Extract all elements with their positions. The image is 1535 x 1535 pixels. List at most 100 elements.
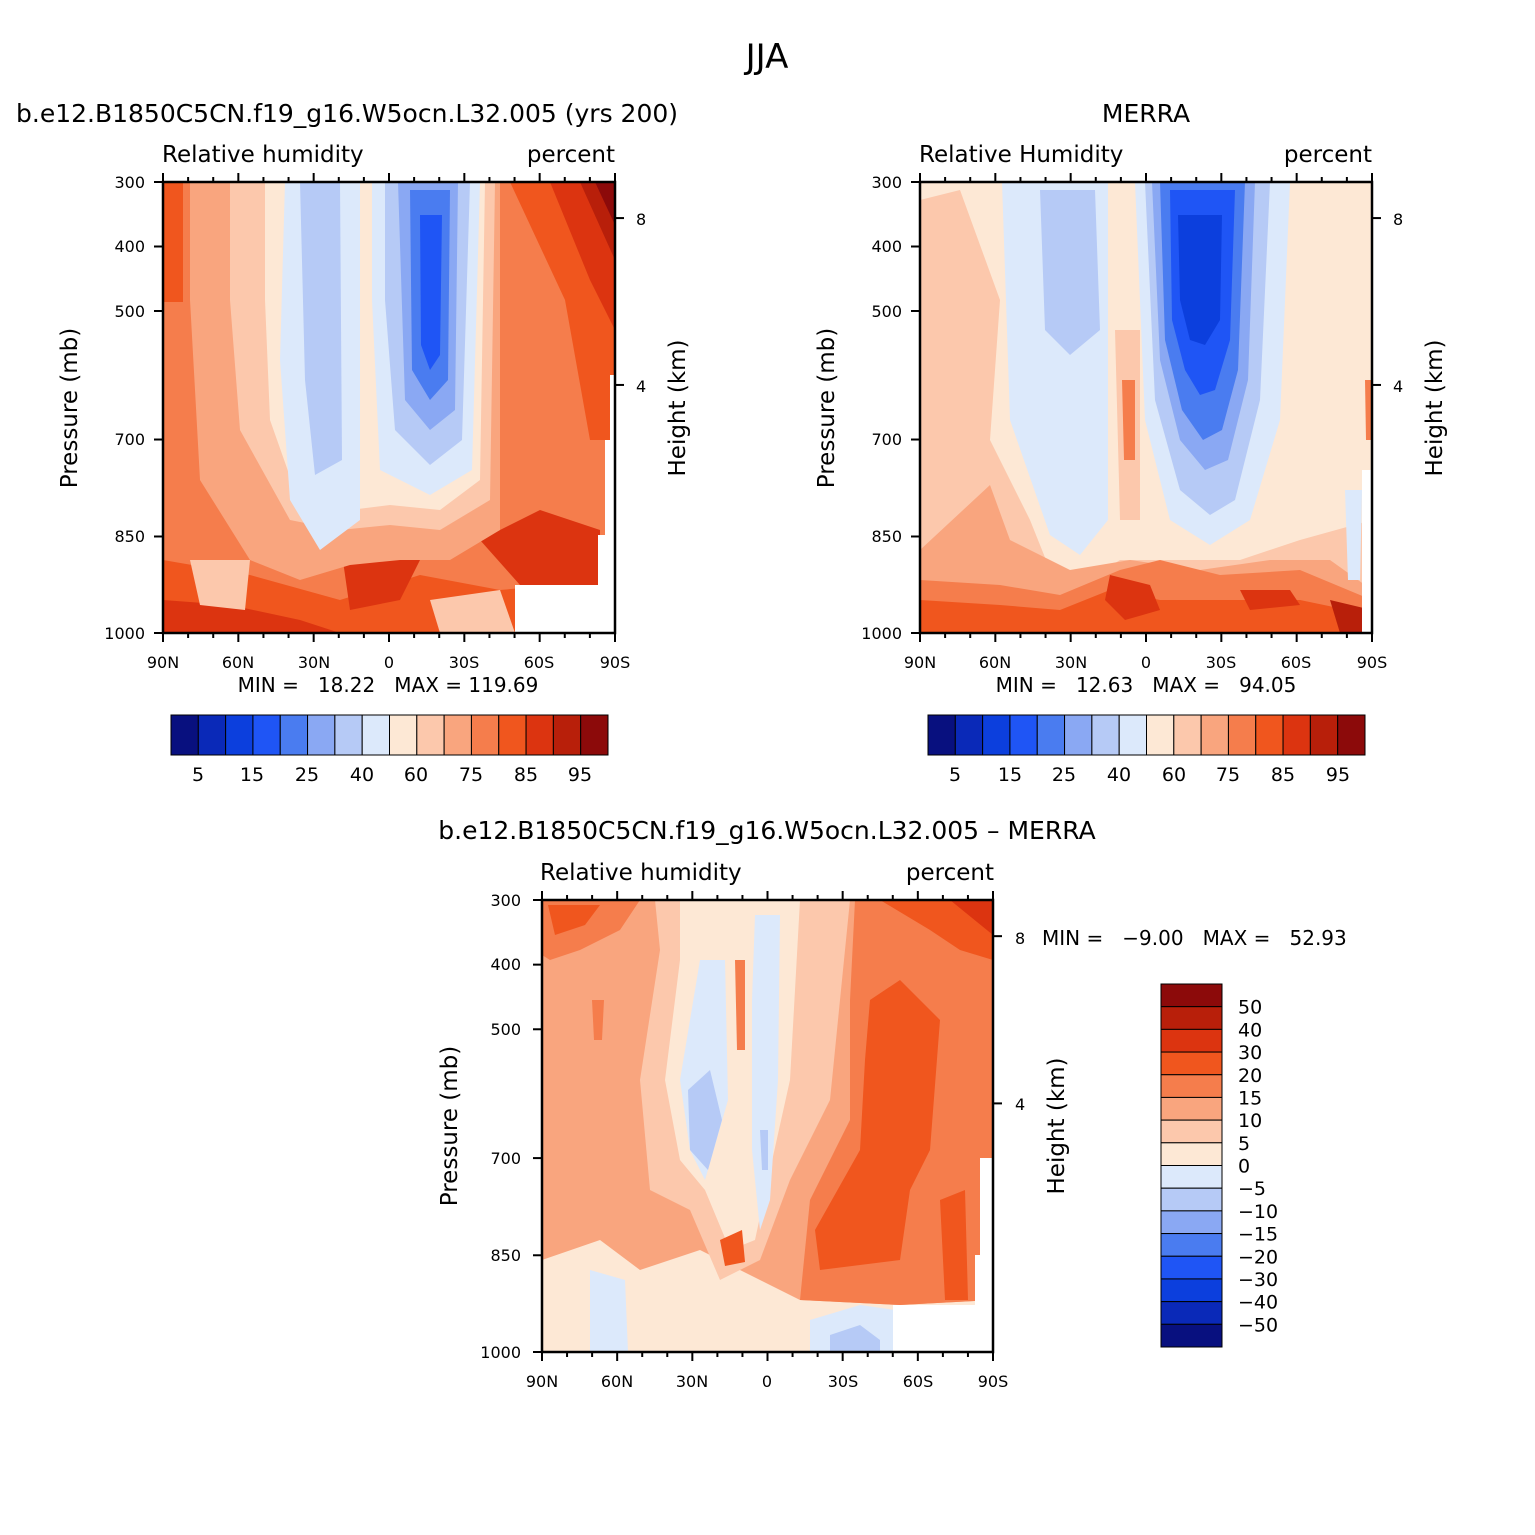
colorbar-swatch (525, 714, 554, 756)
colorbar-swatch (1160, 1051, 1223, 1076)
height-tick-label: 8 (1015, 929, 1025, 948)
colorbar-label: −5 (1238, 1178, 1266, 1200)
height-tick-label: 8 (1393, 210, 1403, 229)
colorbar-swatch (307, 714, 336, 756)
colorbar-swatch (279, 714, 309, 756)
colorbar-label: 95 (1326, 764, 1350, 786)
y-axis-label: Pressure (mb) (57, 328, 83, 488)
colorbar-label: 20 (1238, 1065, 1262, 1087)
colorbar-swatch (1160, 1255, 1223, 1280)
colorbar-swatch (1200, 714, 1229, 756)
colorbar-swatch (1160, 1323, 1223, 1348)
y-tick-label: 500 (114, 302, 145, 321)
y-tick-label: 850 (114, 527, 145, 546)
colorbar-swatch (1118, 714, 1147, 756)
x-tick-label: 90N (526, 1372, 558, 1391)
x-tick-label: 90S (600, 653, 631, 672)
variable-label: Relative Humidity (919, 142, 1123, 168)
colorbar-swatch (1146, 714, 1175, 756)
colorbar-swatch (1160, 1006, 1223, 1030)
colorbar-label: 40 (350, 764, 374, 786)
colorbar-swatch (361, 714, 390, 756)
colorbar-label: −30 (1238, 1269, 1278, 1291)
y-tick-label: 400 (490, 955, 521, 974)
colorbar-swatch (1160, 1165, 1223, 1189)
x-tick-label: 60S (903, 1372, 934, 1391)
panel-diff: b.e12.B1850C5CN.f19_g16.W5ocn.L32.005 – … (437, 816, 1347, 1391)
variable-label: Relative humidity (162, 142, 364, 168)
colorbar-swatch (498, 714, 527, 756)
colorbar-swatch (1227, 714, 1257, 756)
colorbar-swatch (252, 714, 281, 756)
colorbar (1160, 983, 1223, 1348)
colorbar-swatch (954, 714, 984, 756)
x-tick-label: 90S (1357, 653, 1388, 672)
x-tick-label: 30S (1206, 653, 1237, 672)
y-tick-label: 700 (871, 430, 902, 449)
x-tick-label: 30S (449, 653, 480, 672)
colorbar-swatch (927, 714, 956, 756)
colorbar-swatch (982, 714, 1011, 756)
contour-field (163, 182, 615, 633)
colorbar-swatch (1091, 714, 1120, 756)
colorbar-swatch (1160, 1278, 1223, 1303)
colorbar-swatch (1160, 1210, 1223, 1235)
colorbar-label: −40 (1238, 1292, 1278, 1314)
height-tick-label: 4 (636, 377, 646, 396)
y-tick-label: 400 (871, 237, 902, 256)
x-tick-label: 0 (762, 1372, 772, 1391)
y-tick-label: 500 (871, 302, 902, 321)
colorbar-swatch (1160, 1096, 1223, 1121)
min-max-stats: MIN = 18.22 MAX = 119.69 (238, 673, 539, 697)
min-max-stats: MIN = 12.63 MAX = 94.05 (996, 673, 1297, 697)
colorbar-swatch (170, 714, 199, 756)
y-tick-label: 1000 (480, 1343, 521, 1362)
y-axis-label: Pressure (mb) (814, 328, 840, 488)
x-tick-label: 30N (298, 653, 330, 672)
colorbar-label: 95 (568, 764, 592, 786)
colorbar-label: 30 (1238, 1042, 1262, 1064)
y-tick-label: 500 (490, 1020, 521, 1039)
colorbar-label: 25 (1052, 764, 1076, 786)
figure-title: JJA (744, 37, 789, 77)
colorbar-swatch (470, 714, 500, 756)
y-tick-label: 300 (490, 891, 521, 910)
height-tick-label: 4 (1015, 1095, 1025, 1114)
colorbar-label: 50 (1238, 997, 1262, 1019)
colorbar-swatch (416, 714, 445, 756)
colorbar-swatch (552, 714, 582, 756)
colorbar-label: 5 (1238, 1133, 1250, 1155)
height-tick-label: 8 (636, 210, 646, 229)
units-label: percent (906, 860, 994, 886)
colorbar-label: 40 (1107, 764, 1131, 786)
y-tick-label: 1000 (861, 624, 902, 643)
colorbar-swatch (334, 714, 363, 756)
y-tick-label: 400 (114, 237, 145, 256)
y-tick-label: 1000 (104, 624, 145, 643)
colorbar-swatch (1337, 714, 1366, 756)
colorbar-label: 5 (949, 764, 961, 786)
colorbar-label: 60 (1162, 764, 1186, 786)
contour-field (542, 900, 993, 1352)
colorbar-label: 85 (1271, 764, 1295, 786)
x-tick-label: 30N (1055, 653, 1087, 672)
min-max-stats: MIN = −9.00 MAX = 52.93 (1042, 926, 1347, 950)
colorbar-swatch (443, 714, 472, 756)
units-label: percent (527, 142, 615, 168)
colorbar-swatch (1160, 1028, 1223, 1053)
colorbar-label: 10 (1238, 1110, 1262, 1132)
x-tick-label: 60N (979, 653, 1011, 672)
colorbar-label: 75 (459, 764, 483, 786)
colorbar-swatch (225, 714, 254, 756)
colorbar-label: 0 (1238, 1156, 1250, 1178)
x-tick-label: 60S (524, 653, 555, 672)
colorbar-swatch (1009, 714, 1038, 756)
colorbar-swatch (1160, 1187, 1223, 1212)
colorbar-label: 75 (1216, 764, 1240, 786)
colorbar-swatch (1255, 714, 1284, 756)
colorbar-swatch (1160, 1301, 1223, 1325)
x-tick-label: 90N (147, 653, 179, 672)
colorbar-label: 15 (998, 764, 1022, 786)
panel-title: b.e12.B1850C5CN.f19_g16.W5ocn.L32.005 (y… (16, 99, 678, 128)
colorbar-swatch (197, 714, 227, 756)
